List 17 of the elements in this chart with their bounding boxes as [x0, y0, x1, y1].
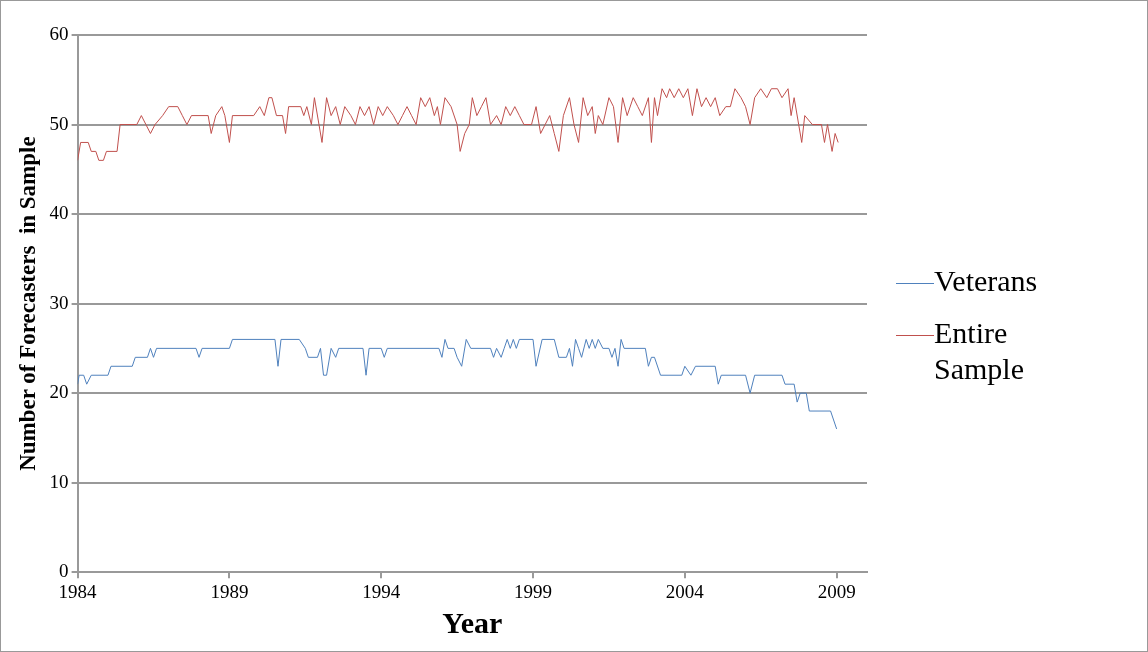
legend-label: Veterans [934, 263, 1039, 299]
y-tick-label: 30 [49, 291, 69, 313]
x-tick-label: 1999 [514, 580, 553, 602]
y-tick-label: 60 [49, 22, 69, 44]
y-tick-label: 0 [59, 560, 69, 582]
x-tick-label: 2009 [817, 580, 856, 602]
y-tick-label: 40 [49, 202, 69, 224]
x-tick-label: 1989 [210, 580, 249, 602]
y-tick-label: 50 [49, 112, 69, 134]
y-axis-title: Number of Forecasters in Sample [14, 136, 40, 471]
x-axis-title: Year [442, 605, 503, 639]
x-tick-label: 1984 [58, 580, 98, 602]
legend-label: Entire Sample [934, 315, 1025, 387]
y-tick-label: 20 [49, 381, 69, 403]
x-tick-label: 1994 [362, 580, 401, 602]
y-tick-label: 10 [49, 470, 69, 492]
x-tick-label: 2004 [665, 580, 705, 602]
